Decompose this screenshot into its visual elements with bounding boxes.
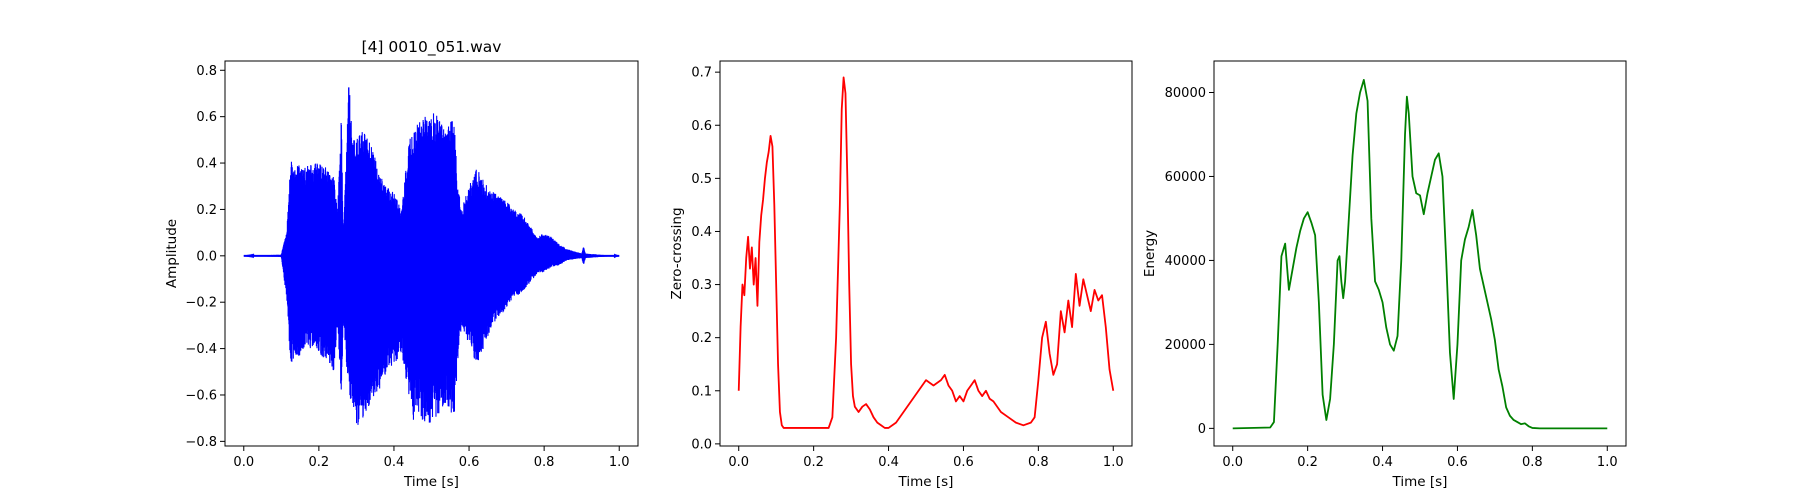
energy-plot-area [1213,60,1627,447]
energy-series-line [1232,78,1608,430]
amplitude-y-axis-label: Amplitude [164,219,180,288]
amplitude-panel: [4] 0010_051.wav 0.0 0.2 0.4 0.6 0.8 1.0 −0.8 −… [164,38,639,490]
amplitude-x-tick-label: 0.0 [233,455,254,470]
zero-crossing-y-tick-label: 0.1 [691,384,712,399]
amplitude-y-tick-label: 0.4 [196,157,217,172]
zero-crossing-y-axis-label: Zero-crossing [669,207,685,299]
energy-x-tick-label: 0.2 [1297,455,1318,470]
amplitude-x-tick-label: 0.4 [384,455,405,470]
amplitude-y-tick-label: 0.6 [196,110,217,125]
zero-crossing-x-tick-label: 0.8 [1028,455,1049,470]
amplitude-chart-title: [4] 0010_051.wav [362,38,502,57]
amplitude-x-axis-label: Time [s] [403,474,459,490]
zero-crossing-x-axis-label: Time [s] [898,474,954,490]
zero-crossing-y-tick-label: 0.4 [691,225,712,240]
amplitude-y-tick-label: 0.8 [196,64,217,79]
zero-crossing-plot-area [719,60,1133,447]
energy-y-tick-label: 20000 [1165,338,1206,353]
amplitude-y-tick-label: −0.6 [185,388,217,403]
amplitude-x-tick-label: 0.2 [309,455,330,470]
zero-crossing-x-tick-label: 0.2 [803,455,824,470]
zero-crossing-x-tick-label: 0.4 [878,455,899,470]
energy-y-tick-label: 60000 [1165,170,1206,185]
amplitude-y-tick-label: 0.2 [196,203,217,218]
energy-y-tick-label: 40000 [1165,254,1206,269]
energy-x-axis-label: Time [s] [1392,474,1448,490]
zero-crossing-y-tick-label: 0.7 [691,66,712,81]
zero-crossing-x-tick-label: 0.6 [953,455,974,470]
zero-crossing-ticks: 0.0 0.2 0.4 0.6 0.8 1.0 0.0 0.1 0.2 0.3 0.4 0.5 0.6 0… [691,66,1123,470]
energy-axes-frame [1213,60,1627,447]
zero-crossing-panel: 0.0 0.2 0.4 0.6 0.8 1.0 0.0 0.1 0.2 0.3 0.4 0.5 0.6 0… [669,60,1133,490]
amplitude-series-line [243,87,620,425]
energy-panel: 0.0 0.2 0.4 0.6 0.8 1.0020000400006000080000 … [1142,60,1627,490]
amplitude-x-tick-label: 1.0 [609,455,630,470]
amplitude-ticks: 0.0 0.2 0.4 0.6 0.8 1.0 −0.8 −0.6 −0.4 −0.2 0.0 0.2… [185,64,629,470]
energy-ticks: 0.0 0.2 0.4 0.6 0.8 1.0 0 20000 40000 60000 80000 [1165,86,1618,470]
zero-crossing-y-tick-label: 0.2 [691,331,712,346]
zero-crossing-axes-frame [719,60,1133,447]
energy-y-axis-label: Energy [1142,230,1158,277]
energy-x-tick-label: 1.0 [1597,455,1618,470]
amplitude-axes-frame [224,60,639,447]
energy-x-tick-label: 0.0 [1222,455,1243,470]
amplitude-x-tick-label: 0.8 [534,455,555,470]
zero-crossing-y-tick-label: 0.6 [691,119,712,134]
zero-crossing-y-tick-label: 0.0 [691,437,712,452]
zero-crossing-y-tick-label: 0.5 [691,172,712,187]
amplitude-y-tick-label: −0.8 [185,435,217,450]
zero-crossing-y-tick-label: 0.3 [691,278,712,293]
amplitude-y-tick-label: −0.4 [185,342,217,357]
zero-crossing-x-tick-label: 0.0 [728,455,749,470]
energy-y-tick-label: 80000 [1165,86,1206,101]
amplitude-y-tick-label: −0.2 [185,296,217,311]
energy-x-tick-label: 0.4 [1372,455,1393,470]
amplitude-plot-area [224,60,639,447]
amplitude-x-tick-label: 0.6 [459,455,480,470]
energy-x-tick-label: 0.6 [1447,455,1468,470]
zero-crossing-x-tick-label: 1.0 [1103,455,1124,470]
energy-y-tick-label: 0 [1198,422,1206,437]
energy-x-tick-label: 0.8 [1522,455,1543,470]
amplitude-y-tick-label: 0.0 [196,249,217,264]
zero-crossing-series-line [737,76,1115,429]
